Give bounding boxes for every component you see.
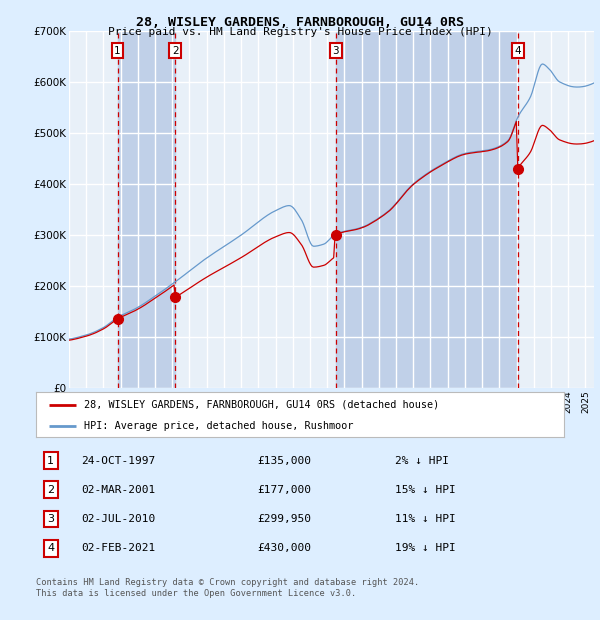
Text: 4: 4: [515, 46, 521, 56]
Text: £135,000: £135,000: [258, 456, 312, 466]
Text: 15% ↓ HPI: 15% ↓ HPI: [395, 485, 456, 495]
Text: 1: 1: [47, 456, 54, 466]
Text: 28, WISLEY GARDENS, FARNBOROUGH, GU14 0RS (detached house): 28, WISLEY GARDENS, FARNBOROUGH, GU14 0R…: [83, 400, 439, 410]
Text: 02-MAR-2001: 02-MAR-2001: [81, 485, 155, 495]
Text: £299,950: £299,950: [258, 514, 312, 524]
Bar: [118, 31, 175, 388]
Text: 02-FEB-2021: 02-FEB-2021: [81, 543, 155, 553]
Text: This data is licensed under the Open Government Licence v3.0.: This data is licensed under the Open Gov…: [36, 589, 356, 598]
Text: £177,000: £177,000: [258, 485, 312, 495]
Text: Price paid vs. HM Land Registry's House Price Index (HPI): Price paid vs. HM Land Registry's House …: [107, 27, 493, 37]
Text: 3: 3: [47, 514, 54, 524]
Text: 24-OCT-1997: 24-OCT-1997: [81, 456, 155, 466]
Text: 11% ↓ HPI: 11% ↓ HPI: [395, 514, 456, 524]
Bar: [336, 31, 518, 388]
Text: Contains HM Land Registry data © Crown copyright and database right 2024.: Contains HM Land Registry data © Crown c…: [36, 578, 419, 587]
Text: 1: 1: [114, 46, 121, 56]
Text: 2: 2: [172, 46, 179, 56]
Text: 2: 2: [47, 485, 55, 495]
Text: 4: 4: [47, 543, 55, 553]
Text: 3: 3: [332, 46, 339, 56]
Text: 19% ↓ HPI: 19% ↓ HPI: [395, 543, 456, 553]
Text: 28, WISLEY GARDENS, FARNBOROUGH, GU14 0RS: 28, WISLEY GARDENS, FARNBOROUGH, GU14 0R…: [136, 16, 464, 29]
Text: HPI: Average price, detached house, Rushmoor: HPI: Average price, detached house, Rush…: [83, 421, 353, 431]
Text: 02-JUL-2010: 02-JUL-2010: [81, 514, 155, 524]
Text: £430,000: £430,000: [258, 543, 312, 553]
Text: 2% ↓ HPI: 2% ↓ HPI: [395, 456, 449, 466]
